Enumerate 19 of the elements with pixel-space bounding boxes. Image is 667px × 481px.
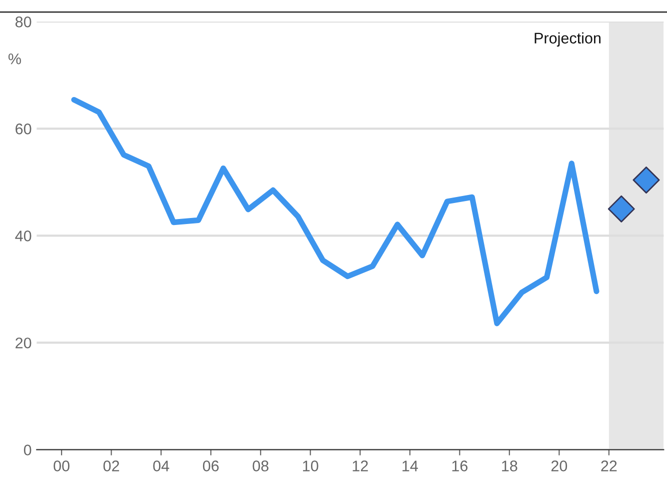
y-tick-label: 60	[16, 124, 32, 134]
band-label: Projection	[534, 32, 600, 47]
x-tick-label: 16	[452, 460, 468, 472]
x-tick-label: 12	[352, 460, 368, 472]
text: %	[8, 54, 21, 64]
x-tick-label: 20	[551, 460, 568, 472]
y-tick-label: 40	[15, 230, 32, 242]
x-tick-label: 10	[303, 460, 318, 472]
x-tick-label: 22	[601, 460, 617, 472]
x-tick-label: 00	[54, 460, 70, 472]
y-tick-label: 20	[16, 338, 32, 348]
x-tick-label: 02	[103, 460, 120, 472]
x-tick-label: 14	[402, 460, 418, 472]
x-tick-label: 04	[153, 460, 170, 472]
x-tick-label: 08	[252, 460, 268, 472]
x-tick-label: 06	[202, 460, 219, 472]
y-tick-label: 0	[24, 444, 32, 456]
y-tick-label: 80	[15, 16, 32, 28]
x-tick-label: 18	[502, 460, 518, 472]
